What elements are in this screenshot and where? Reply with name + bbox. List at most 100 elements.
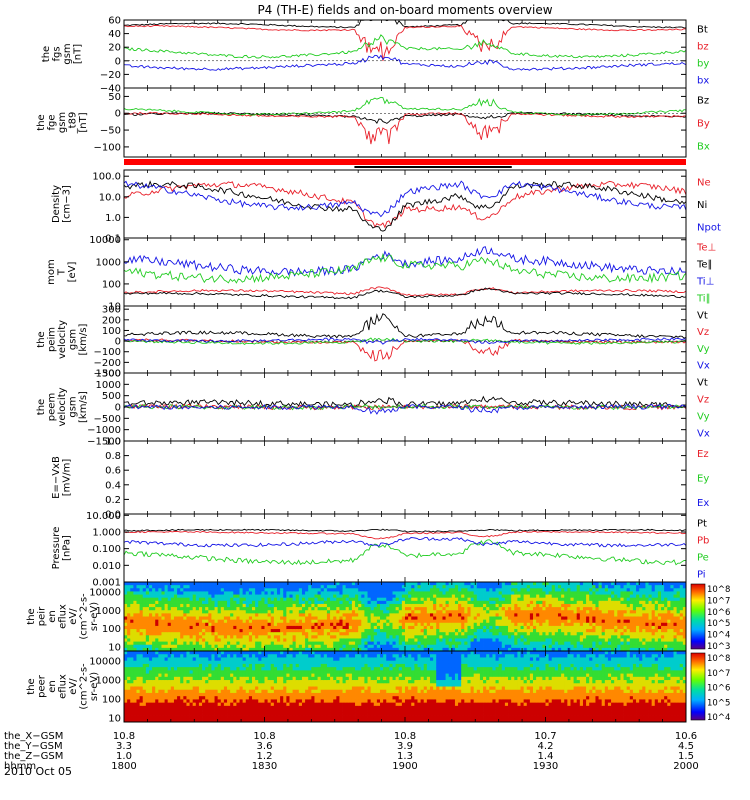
spectrogram-cell [536,632,540,636]
spectrogram-cell [177,597,181,602]
spectrogram-cell [358,597,362,602]
spectrogram-cell [380,594,384,599]
spectrogram-cell [223,644,228,649]
spectrogram-cell [361,632,365,636]
spectrogram-cell [345,635,350,639]
spectrogram-cell [405,613,409,617]
spectrogram-cell [220,582,225,586]
spectrogram-cell [376,616,381,621]
spectrogram-cell [545,638,550,642]
spectrogram-cell [611,625,615,630]
spectrogram-cell [486,610,490,614]
spectrogram-cell [542,619,546,624]
spectrogram-cell [651,585,656,589]
spectrogram-cell [636,588,640,592]
spectrogram-cell [202,582,206,586]
y-tick-label: 300 [102,305,121,316]
spectrogram-cell [276,625,281,630]
spectrogram-cell [682,641,687,646]
spectrogram-cell [152,686,156,691]
spectrogram-cell [177,588,181,592]
spectrogram-cell [158,600,162,605]
spectrogram-cell [473,638,478,642]
spectrogram-cell [320,603,325,608]
spectrogram-cell [664,644,668,649]
spectrogram-cell [595,644,599,649]
spectrogram-cell [320,622,325,627]
spectrogram-cell [454,585,459,589]
spectrogram-cell [280,594,284,599]
spectrogram-cell [145,715,150,720]
spectrogram-cell [573,638,578,642]
spectrogram-cell [389,610,393,614]
spectrogram-cell [511,635,515,639]
spectrogram-cell [679,597,684,602]
spectrogram-cell [183,638,187,642]
spectrogram-cell [127,712,131,716]
spectrogram-cell [367,625,372,630]
spectrogram-cell [501,610,506,614]
spectrogram-cell [305,603,309,608]
spectrogram-cell [133,610,137,614]
spectrogram-cell [242,616,247,621]
spectrogram-cell [545,616,550,621]
spectrogram-cell [370,632,375,636]
spectrogram-cell [242,635,247,639]
spectrogram-cell [286,632,290,636]
spectrogram-cell [245,588,250,592]
spectrogram-cell [498,644,503,649]
spectrogram-cell [264,585,269,589]
spectrogram-cell [492,600,496,605]
spectrogram-cell [664,582,668,586]
spectrogram-cell [155,632,159,636]
spectrogram-cell [180,632,184,636]
spectrogram-cell [289,613,293,617]
spectrogram-cell [289,638,293,642]
spectrogram-cell [473,629,478,633]
spectrogram-cell [570,629,574,633]
spectrogram-cell [657,588,662,592]
y-tick-label: 200 [102,315,121,326]
spectrogram-cell [361,613,365,617]
spectrogram-cell [130,613,134,617]
spectrogram-cell [632,632,637,636]
spectrogram-cell [124,699,128,704]
spectrogram-cell [598,600,603,605]
spectrogram-cell [161,591,165,595]
spectrogram-cell [127,644,131,649]
spectrogram-cell [205,588,209,592]
spectrogram-cell [198,644,203,649]
spectrogram-cell [386,610,390,614]
spectrogram-cell [564,591,568,595]
spectrogram-cell [533,597,537,602]
spectrogram-cell [242,644,247,649]
spectrogram-cell [648,603,653,608]
spectrogram-cell [376,591,381,595]
spectrogram-cell [573,647,578,652]
spectrogram-cell [648,597,653,602]
spectrogram-cell [364,647,368,652]
spectrogram-cell [586,610,590,614]
spectrogram-cell [576,638,581,642]
spectrogram-cell [589,632,593,636]
spectrogram-cell [142,696,147,700]
spectrogram-cell [623,597,628,602]
spectrogram-cell [308,603,312,608]
spectrogram-cell [433,588,437,592]
spectrogram-cell [311,629,315,633]
spectrogram-cell [389,607,393,611]
spectrogram-cell [414,635,418,639]
spectrogram-cell [564,582,568,586]
spectrogram-cell [183,607,187,611]
spectrogram-cell [139,673,144,678]
spectrogram-cell [242,625,247,630]
spectrogram-cell [261,594,265,599]
spectrogram-cell [142,705,147,710]
spectrogram-cell [429,597,434,602]
spectrogram-cell [395,629,400,633]
spectrogram-cell [557,588,562,592]
spectrogram-cell [351,597,356,602]
spectrogram-cell [479,629,484,633]
spectrogram-cell [661,603,665,608]
spectrogram-cell [536,625,540,630]
